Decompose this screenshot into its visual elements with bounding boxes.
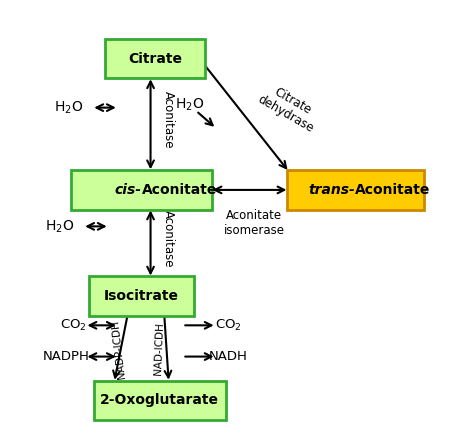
FancyBboxPatch shape [71, 170, 212, 210]
Text: cis-: cis- [114, 183, 141, 197]
Text: NADH: NADH [209, 350, 247, 363]
Text: H$_2$O: H$_2$O [54, 99, 83, 116]
Text: CO$_2$: CO$_2$ [215, 318, 241, 333]
Text: Aconitate: Aconitate [141, 183, 217, 197]
Text: Citrate: Citrate [128, 52, 182, 66]
Text: Isocitrate: Isocitrate [104, 289, 179, 303]
Text: NADPH: NADPH [43, 350, 90, 363]
Text: H$_2$O: H$_2$O [174, 96, 204, 113]
Text: CO$_2$: CO$_2$ [60, 318, 87, 333]
FancyBboxPatch shape [287, 170, 424, 210]
Text: H$_2$O: H$_2$O [45, 218, 74, 234]
Text: Aconitase: Aconitase [162, 92, 175, 149]
Text: Citrate
dehydrase: Citrate dehydrase [255, 80, 323, 135]
FancyBboxPatch shape [89, 276, 194, 316]
FancyBboxPatch shape [105, 39, 205, 79]
Text: NADP-ICDH: NADP-ICDH [110, 319, 127, 378]
Text: NAD-ICDH: NAD-ICDH [153, 322, 165, 375]
Text: trans-: trans- [309, 183, 356, 197]
Text: Aconitate
isomerase: Aconitate isomerase [224, 209, 284, 237]
Text: 2-Oxoglutarate: 2-Oxoglutarate [100, 393, 219, 408]
Text: Aconitate: Aconitate [356, 183, 431, 197]
Text: Aconitase: Aconitase [162, 210, 175, 268]
FancyBboxPatch shape [94, 381, 226, 420]
